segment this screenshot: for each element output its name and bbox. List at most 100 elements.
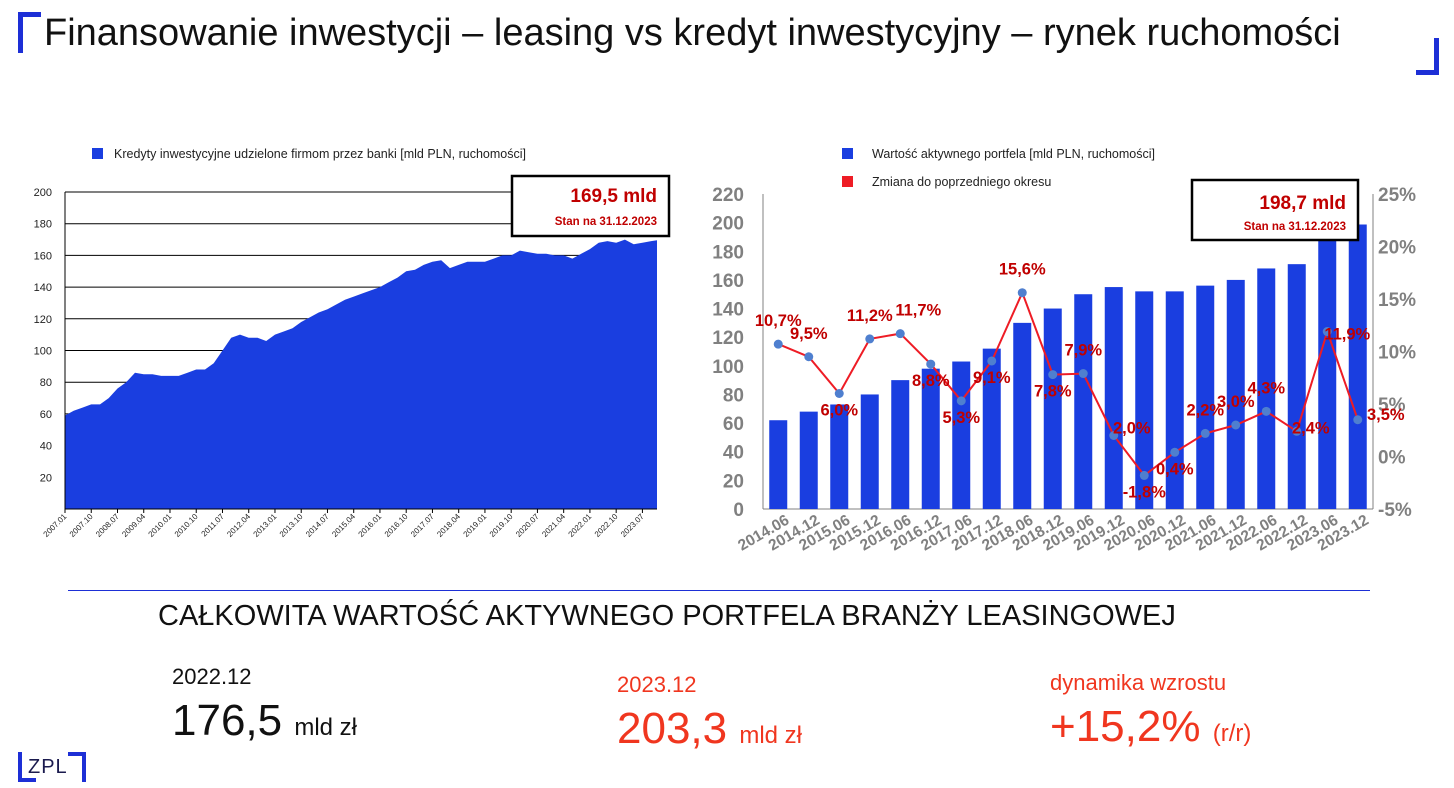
legend-label-credits: Kredyty inwestycyjne udzielone firmom pr…	[114, 147, 526, 161]
change-label-2023.12: 3,5%	[1367, 406, 1405, 424]
change-label-2018.12: 7,8%	[1034, 383, 1072, 401]
kpi-growth-value: +15,2% (r/r)	[1050, 702, 1251, 752]
kpi-2023-value: 203,3 mld zł	[617, 704, 802, 754]
change-label-2017.06: 5,3%	[942, 409, 980, 427]
bar-portfolio-2023.06	[1318, 236, 1337, 510]
x-tick-label-2021.04: 2021.04	[540, 512, 567, 539]
logo-bracket-right	[68, 752, 86, 782]
change-label-2023.06: 11,9%	[1324, 326, 1370, 344]
logo-bracket-left	[18, 752, 36, 782]
credits-area-series	[65, 239, 657, 509]
title-bracket-bottom-right	[1416, 38, 1439, 75]
change-label-2015.06: 6,0%	[820, 402, 858, 420]
change-line-series	[777, 290, 1359, 477]
section-divider	[68, 590, 1370, 591]
y-tick-label-100: 100	[34, 346, 52, 358]
x-tick-label-2022.01: 2022.01	[567, 512, 594, 539]
x-tick-label-2016.10: 2016.10	[383, 512, 410, 539]
y-left-tick-220: 220	[712, 185, 744, 206]
kpi-growth-label: dynamika wzrostu	[1050, 670, 1227, 695]
kpi-2022-value: 176,5 mld zł	[172, 696, 357, 746]
kpi-2023-period: 2023.12	[617, 672, 697, 697]
x-tick-label-2013.10: 2013.10	[278, 512, 305, 539]
kpi-2022-number: 176,5	[172, 696, 283, 745]
portfolio-subtitle: CAŁKOWITA WARTOŚĆ AKTYWNEGO PORTFELA BRA…	[158, 600, 1176, 632]
legend-swatch-credits	[92, 148, 103, 159]
y-tick-label-180: 180	[34, 219, 52, 231]
callout-box-credits	[510, 174, 671, 238]
change-point-2015.06	[834, 389, 844, 398]
change-point-2017.12	[987, 356, 997, 366]
y-right-tick-20%: 20%	[1378, 238, 1416, 259]
y-right-tick-10%: 10%	[1378, 343, 1416, 364]
legend-label-change: Zmiana do poprzedniego okresu	[872, 175, 1051, 189]
y-left-tick-180: 180	[712, 242, 744, 263]
logo-text: ZPL	[28, 756, 68, 778]
y-left-tick-160: 160	[712, 271, 744, 292]
change-label-2019.12: 2,0%	[1113, 420, 1151, 438]
x-tick-label-2012.04: 2012.04	[225, 512, 252, 539]
legend-swatch-change	[842, 176, 853, 187]
bar-portfolio-2022.12	[1287, 264, 1306, 509]
y-right-tick-5%: 5%	[1378, 395, 1406, 416]
x-tick-label-2019.10: 2019.10	[488, 512, 515, 539]
x-tick-label-2014.07: 2014.07	[304, 512, 331, 539]
title-bracket-top-left	[18, 12, 41, 53]
y-right-tick-0%: 0%	[1378, 448, 1406, 469]
x-tick-label-2007.10: 2007.10	[68, 512, 95, 539]
change-point-2019.06	[1078, 369, 1088, 379]
bar-portfolio-2014.06	[769, 420, 788, 509]
change-point-2022.06	[1261, 406, 1271, 416]
legend-swatch-portfolio	[842, 148, 853, 159]
y-left-tick-0: 0	[733, 500, 744, 521]
kpi-2022-period: 2022.12	[172, 664, 252, 689]
change-point-2021.06	[1200, 428, 1210, 438]
change-label-2019.06: 7,9%	[1064, 342, 1102, 360]
change-point-2023.12	[1353, 415, 1363, 425]
y-tick-label-160: 160	[34, 250, 52, 262]
zpl-logo: ZPL	[18, 752, 86, 782]
change-label-2017.12: 9,1%	[973, 369, 1011, 387]
page-title: Finansowanie inwestycji – leasing vs kre…	[44, 12, 1341, 54]
x-tick-label-2015.04: 2015.04	[330, 512, 357, 539]
change-label-2020.06: -1,8%	[1123, 483, 1166, 501]
change-point-2015.12	[865, 334, 875, 344]
x-tick-label-2010.01: 2010.01	[147, 512, 174, 539]
x-tick-label-2008.07: 2008.07	[94, 512, 121, 539]
bar-portfolio-2014.12	[799, 411, 818, 509]
y-tick-label-80: 80	[40, 377, 52, 389]
y-left-tick-60: 60	[723, 414, 744, 435]
charts-canvas: Kredyty inwestycyjne udzielone firmom pr…	[34, 147, 1416, 554]
x-tick-label-2007.01: 2007.01	[42, 512, 69, 539]
y-left-tick-100: 100	[712, 357, 744, 378]
bar-portfolio-2017.12	[982, 348, 1001, 509]
y-left-tick-20: 20	[723, 471, 744, 492]
bar-portfolio-2020.06	[1135, 291, 1154, 509]
y-tick-label-120: 120	[34, 314, 52, 326]
y-left-tick-120: 120	[712, 328, 744, 349]
change-label-2014.12: 9,5%	[790, 325, 828, 343]
y-left-tick-40: 40	[723, 443, 744, 464]
x-tick-label-2020.07: 2020.07	[514, 512, 541, 539]
change-label-2016.12: 8,8%	[912, 372, 950, 390]
change-point-2016.12	[926, 359, 936, 369]
change-point-2014.12	[804, 352, 814, 362]
callout-value-portfolio: 198,7 mld	[1259, 193, 1346, 214]
legend-label-portfolio: Wartość aktywnego portfela [mld PLN, ruc…	[872, 147, 1155, 161]
y-tick-label-60: 60	[40, 409, 52, 421]
y-tick-label-200: 200	[34, 187, 52, 199]
change-point-2023.06	[1322, 327, 1332, 337]
change-point-2021.12	[1231, 420, 1241, 430]
bar-portfolio-2019.12	[1104, 287, 1123, 509]
change-label-2014.06: 10,7%	[755, 312, 802, 330]
y-left-tick-80: 80	[723, 385, 744, 406]
change-label-2020.12: 0,4%	[1156, 460, 1194, 478]
y-tick-label-40: 40	[40, 441, 52, 453]
callout-value-credits: 169,5 mld	[570, 186, 657, 207]
y-right-tick-25%: 25%	[1378, 185, 1416, 206]
x-tick-label-2011.07: 2011.07	[199, 512, 226, 539]
change-point-2020.06	[1139, 470, 1149, 480]
bar-portfolio-2016.06	[891, 380, 910, 509]
x-tick-label-2009.04: 2009.04	[120, 512, 147, 539]
y-tick-label-140: 140	[34, 282, 52, 294]
